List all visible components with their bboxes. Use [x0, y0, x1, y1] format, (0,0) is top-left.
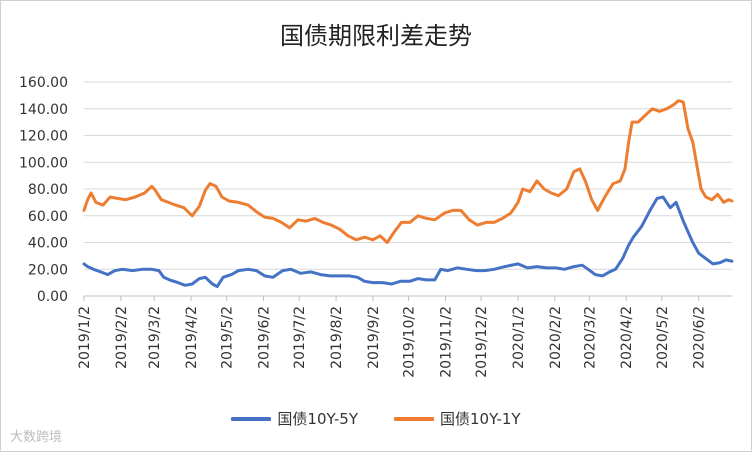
watermark-text: 大数跨境: [10, 430, 63, 445]
x-tick-label-10: 2019/11/2: [438, 306, 454, 378]
x-tick-label-2: 2019/3/2: [147, 306, 163, 369]
legend-label-series-2: 国债10Y-1Y: [440, 410, 521, 428]
x-tick-label-4: 2019/5/2: [220, 306, 236, 369]
legend-swatch-series-1: [231, 416, 272, 421]
x-tick-label-14: 2020/3/2: [582, 306, 598, 369]
y-tick-label-7: 140.00: [19, 102, 68, 118]
y-tick-label-8: 160.00: [19, 75, 68, 91]
x-tick-label-9: 2019/10/2: [402, 306, 418, 378]
legend-swatch-series-2: [394, 416, 434, 421]
x-tick-label-5: 2019/6/2: [257, 306, 273, 369]
y-tick-label-4: 80.00: [28, 182, 68, 198]
x-tick-label-3: 2019/4/2: [184, 306, 200, 369]
legend: 国债10Y-5Y 国债10Y-1Y: [0, 408, 752, 429]
x-tick-label-7: 2019/8/2: [329, 306, 345, 369]
x-tick-label-13: 2020/2/2: [548, 306, 564, 369]
y-tick-label-3: 60.00: [28, 209, 68, 225]
chart-title: 国债期限利差走势: [280, 22, 472, 50]
x-tick-label-8: 2019/9/2: [366, 306, 382, 369]
y-tick-label-1: 20.00: [28, 262, 68, 278]
x-tick-label-15: 2020/4/2: [619, 306, 635, 369]
x-tick-label-11: 2019/12/2: [474, 306, 490, 378]
x-tick-label-16: 2020/5/2: [655, 306, 671, 369]
x-tick-label-12: 2020/1/2: [511, 306, 527, 369]
x-tick-label-0: 2019/1/2: [77, 306, 93, 369]
legend-item-series-1: 国债10Y-5Y: [231, 408, 358, 429]
series-line-1: [82, 195, 734, 289]
legend-label-series-1: 国债10Y-5Y: [277, 410, 358, 428]
y-tick-label-0: 0.00: [37, 289, 68, 305]
series-line-2: [82, 99, 734, 244]
legend-item-series-2: 国债10Y-1Y: [394, 408, 521, 429]
y-tick-label-5: 100.00: [19, 155, 68, 171]
y-tick-label-2: 40.00: [28, 236, 68, 252]
x-tick-label-6: 2019/7/2: [292, 306, 308, 369]
x-tick-label-1: 2019/2/2: [114, 306, 130, 369]
x-tick-label-17: 2020/6/2: [692, 306, 708, 369]
y-tick-label-6: 120.00: [19, 129, 68, 145]
